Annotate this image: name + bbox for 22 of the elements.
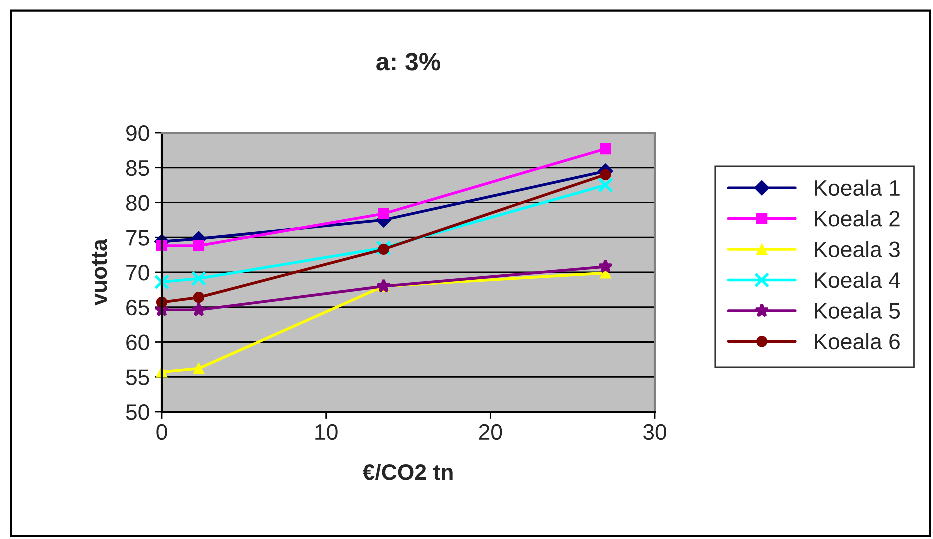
y-tick-label: 75 xyxy=(126,230,150,246)
x-tick-label: 20 xyxy=(479,424,502,440)
y-tick-label: 70 xyxy=(126,265,150,281)
legend-label: Koeala 2 xyxy=(815,210,900,227)
y-tick-label: 65 xyxy=(126,300,150,316)
y-tick-label: 80 xyxy=(126,195,150,212)
x-tick-label: 0 xyxy=(156,424,168,440)
x-axis-title: €/CO2 tn xyxy=(362,464,453,481)
x-tick-label: 10 xyxy=(316,424,338,440)
legend-label: Koeala 1 xyxy=(815,180,900,196)
legend-label: Koeala 6 xyxy=(815,333,900,350)
x-tick-label: 30 xyxy=(643,424,666,440)
legend-label: Koeala 3 xyxy=(815,241,900,258)
y-tick-label: 50 xyxy=(126,404,150,420)
y-axis-title: vuotta xyxy=(92,239,108,306)
y-tick-label: 55 xyxy=(126,370,150,386)
chart-title: a: 3% xyxy=(376,53,440,71)
legend-label: Koeala 5 xyxy=(815,302,900,319)
y-tick-label: 90 xyxy=(126,126,150,142)
y-tick-label: 60 xyxy=(126,334,150,351)
legend-label: Koeala 4 xyxy=(815,272,900,288)
y-tick-label: 85 xyxy=(126,160,150,176)
